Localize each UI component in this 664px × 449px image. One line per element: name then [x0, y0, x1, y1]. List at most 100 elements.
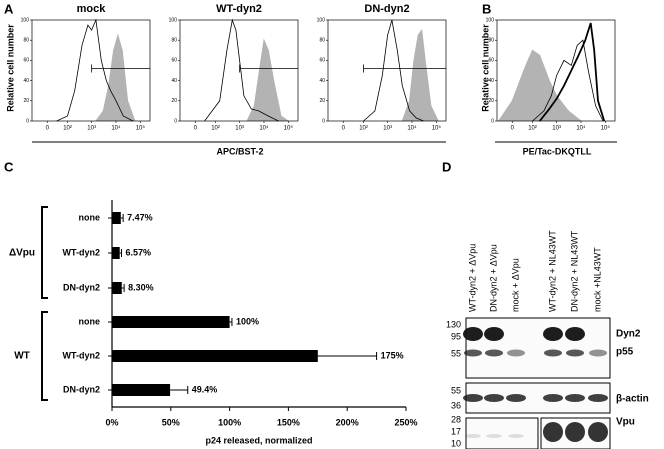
- value-label: 7.47%: [127, 212, 153, 222]
- y-tick-label: 80: [488, 38, 494, 44]
- band-label: p55: [616, 347, 634, 358]
- blot-frame: [465, 317, 611, 379]
- blot-band: [463, 394, 483, 402]
- bar: [112, 212, 121, 224]
- y-tick-label: 60: [171, 58, 177, 64]
- blot-band: [485, 349, 503, 357]
- value-label: 49.4%: [192, 384, 218, 394]
- y-tick-label: 20: [319, 98, 325, 104]
- panel-letter: B: [482, 1, 491, 16]
- x-axis-label: p24 released, normalized: [205, 435, 312, 445]
- blot-band: [508, 434, 524, 438]
- category-label: WT-dyn2: [63, 247, 101, 257]
- marker-label: 95: [451, 331, 461, 341]
- blot-band: [543, 394, 563, 402]
- blot-band: [565, 327, 585, 341]
- blot-band: [484, 394, 504, 402]
- group-bracket: [41, 206, 48, 401]
- blot-band: [589, 349, 607, 357]
- x-tick-label: 10²: [528, 126, 537, 132]
- histogram-curve: [401, 28, 439, 122]
- marker-label: 17: [451, 426, 461, 436]
- band-label: Vpu: [616, 417, 635, 428]
- blot-band: [506, 394, 526, 402]
- x-tick-label: 200%: [336, 417, 359, 427]
- lane-label: mock + ΔVpu: [510, 258, 520, 312]
- value-label: 100%: [236, 316, 259, 326]
- y-tick-label: 20: [171, 98, 177, 104]
- y-tick-label: 100: [317, 17, 326, 23]
- histogram-curve: [95, 33, 136, 122]
- x-tick-label: 50%: [162, 417, 180, 427]
- x-tick-label: 0: [46, 126, 50, 132]
- y-tick-label: 60: [319, 58, 325, 64]
- marker-label: 10: [451, 438, 461, 448]
- x-tick-label: 10⁵: [601, 125, 611, 132]
- error-bar: [170, 386, 189, 394]
- bar: [112, 350, 318, 362]
- blot-band: [464, 349, 482, 357]
- blot-band: [588, 394, 608, 402]
- x-tick-label: 10⁴: [111, 125, 121, 132]
- x-tick-label: 250%: [394, 417, 417, 427]
- group-label: ΔVpu: [9, 248, 35, 259]
- x-tick-label: 10³: [87, 126, 96, 132]
- x-tick-label: 0: [511, 126, 515, 132]
- y-tick-label: 40: [171, 78, 177, 84]
- y-tick-label: 40: [23, 78, 29, 84]
- x-tick-label: 10³: [235, 126, 244, 132]
- error-bar: [121, 284, 125, 292]
- x-tick-label: 150%: [277, 417, 300, 427]
- plot-frame: [327, 19, 447, 122]
- blot-band: [463, 327, 483, 341]
- chart-title: mock: [77, 3, 107, 15]
- y-axis-label: Relative cell number: [480, 24, 490, 112]
- panel-letter: D: [442, 159, 451, 174]
- y-axis-label: Relative cell number: [5, 24, 15, 112]
- plot-frame: [179, 19, 299, 122]
- lane-label: DN-dyn2 + NL43WT: [569, 230, 579, 312]
- blot-band: [465, 434, 481, 438]
- panel-letter: C: [4, 159, 14, 174]
- x-tick-label: 10⁴: [576, 125, 586, 132]
- lane-label: DN-dyn2 + ΔVpu: [488, 244, 498, 312]
- x-tick-label: 10³: [383, 126, 392, 132]
- y-tick-label: 100: [21, 17, 30, 23]
- histogram-curve: [532, 39, 604, 122]
- y-tick-label: 20: [488, 98, 494, 104]
- histogram-curve: [538, 22, 606, 122]
- x-axis-label: PE/Tac-DKQTLL: [523, 146, 592, 156]
- histogram-curve: [363, 19, 424, 122]
- x-tick-label: 10⁴: [407, 125, 417, 132]
- blot-band: [543, 422, 563, 442]
- x-axis-label: APC/BST-2: [216, 146, 263, 156]
- x-tick-label: 0%: [105, 417, 118, 427]
- bar: [112, 384, 171, 396]
- bar: [112, 316, 230, 328]
- blot-band: [566, 349, 584, 357]
- error-bar: [229, 318, 233, 326]
- blot-band: [565, 422, 585, 442]
- value-label: 175%: [381, 350, 404, 360]
- blot-frame: [465, 417, 539, 449]
- marker-label: 130: [446, 319, 461, 329]
- category-label: DN-dyn2: [63, 384, 100, 394]
- error-bar: [120, 214, 124, 222]
- x-tick-label: 10⁵: [284, 125, 294, 132]
- blot-band: [543, 327, 563, 341]
- y-tick-label: 80: [171, 38, 177, 44]
- value-label: 8.30%: [128, 282, 154, 292]
- marker-label: 55: [451, 348, 461, 358]
- x-tick-label: 10⁴: [259, 125, 269, 132]
- chart-title: DN-dyn2: [364, 3, 409, 15]
- plot-frame: [31, 19, 151, 122]
- x-tick-label: 10⁵: [136, 125, 146, 132]
- histogram-curve: [246, 38, 289, 122]
- x-tick-label: 10²: [63, 126, 72, 132]
- blot-band: [507, 349, 525, 357]
- group-label: WT: [14, 351, 30, 362]
- marker-label: 28: [451, 414, 461, 424]
- lane-label: WT-dyn2 + NL43WT: [547, 230, 557, 312]
- y-tick-label: 20: [23, 98, 29, 104]
